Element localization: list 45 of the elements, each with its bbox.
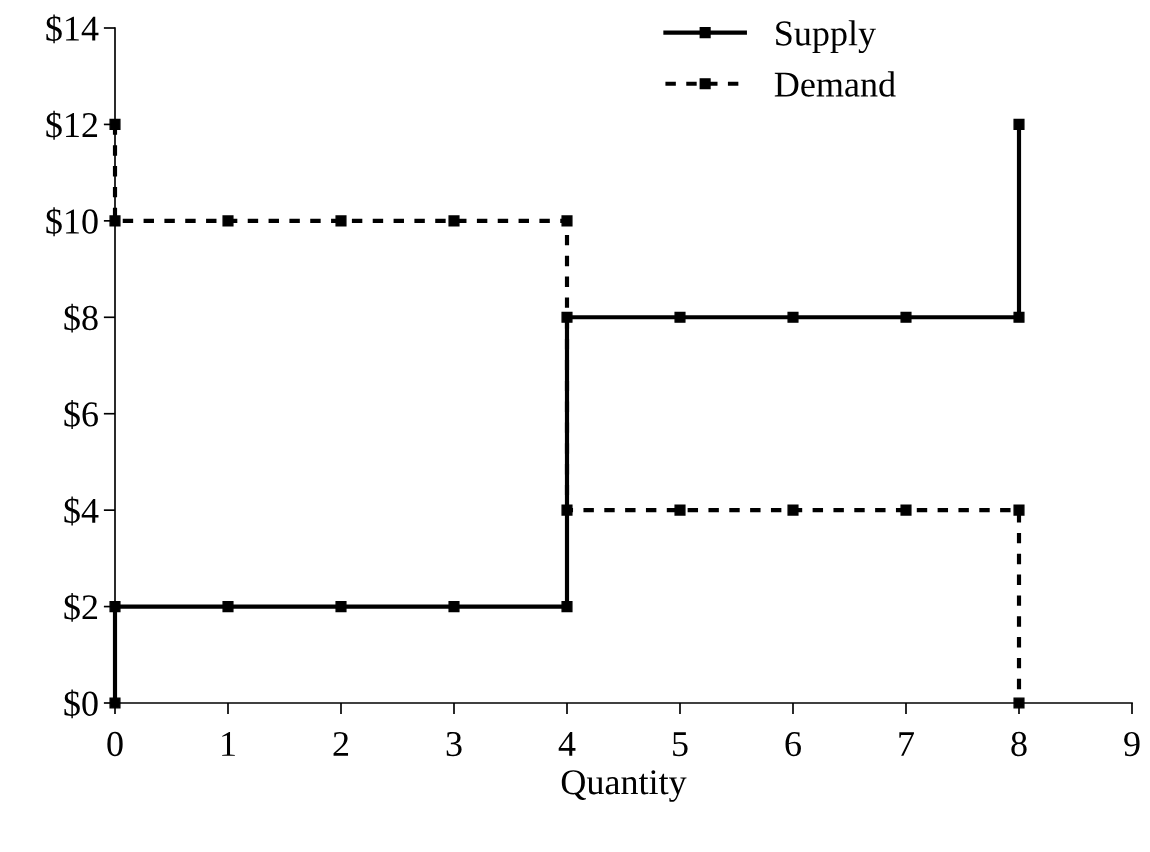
y-tick-label: $10 bbox=[46, 207, 98, 237]
point bbox=[787, 504, 799, 516]
point bbox=[109, 601, 121, 613]
point bbox=[448, 601, 460, 613]
point bbox=[674, 504, 686, 516]
point bbox=[222, 601, 234, 613]
x-axis-title: Quantity bbox=[561, 770, 687, 802]
point bbox=[900, 504, 912, 516]
x-tick-label: 4 bbox=[558, 732, 576, 756]
point bbox=[1013, 504, 1025, 516]
x-tick-label: 7 bbox=[899, 732, 914, 756]
legend-label: Demand bbox=[774, 71, 896, 97]
y-tick-label: $0 bbox=[64, 689, 98, 719]
y-tick-label: $14 bbox=[46, 14, 99, 44]
point bbox=[561, 215, 573, 227]
point bbox=[1013, 311, 1025, 323]
point bbox=[109, 697, 121, 709]
point bbox=[561, 311, 573, 323]
x-tick-label: 3 bbox=[446, 731, 462, 757]
x-tick-label: 5 bbox=[673, 732, 688, 757]
point bbox=[561, 504, 573, 516]
x-tick-label: 9 bbox=[1124, 731, 1140, 757]
x-tick-label: 0 bbox=[107, 731, 123, 757]
y-tick-label: $2 bbox=[64, 592, 98, 622]
y-tick-label: $12 bbox=[46, 110, 98, 140]
x-tick-label: 6 bbox=[785, 731, 801, 757]
y-tick-label: $6 bbox=[64, 400, 98, 429]
point bbox=[1013, 118, 1025, 130]
point bbox=[335, 601, 347, 613]
legend-label: Supply bbox=[776, 20, 876, 54]
y-tick-label: $8 bbox=[64, 303, 98, 333]
point bbox=[674, 311, 686, 323]
point bbox=[561, 601, 573, 613]
x-tick-label: 2 bbox=[333, 731, 349, 756]
point bbox=[787, 311, 799, 323]
point bbox=[1013, 697, 1025, 709]
point bbox=[109, 215, 121, 227]
point bbox=[335, 215, 347, 227]
point bbox=[448, 215, 460, 227]
point bbox=[900, 311, 912, 323]
x-tick-label: 8 bbox=[1011, 731, 1027, 757]
x-tick-label: 1 bbox=[222, 732, 235, 756]
point bbox=[222, 215, 234, 227]
point bbox=[109, 118, 121, 130]
y-tick-label: $4 bbox=[64, 496, 99, 526]
